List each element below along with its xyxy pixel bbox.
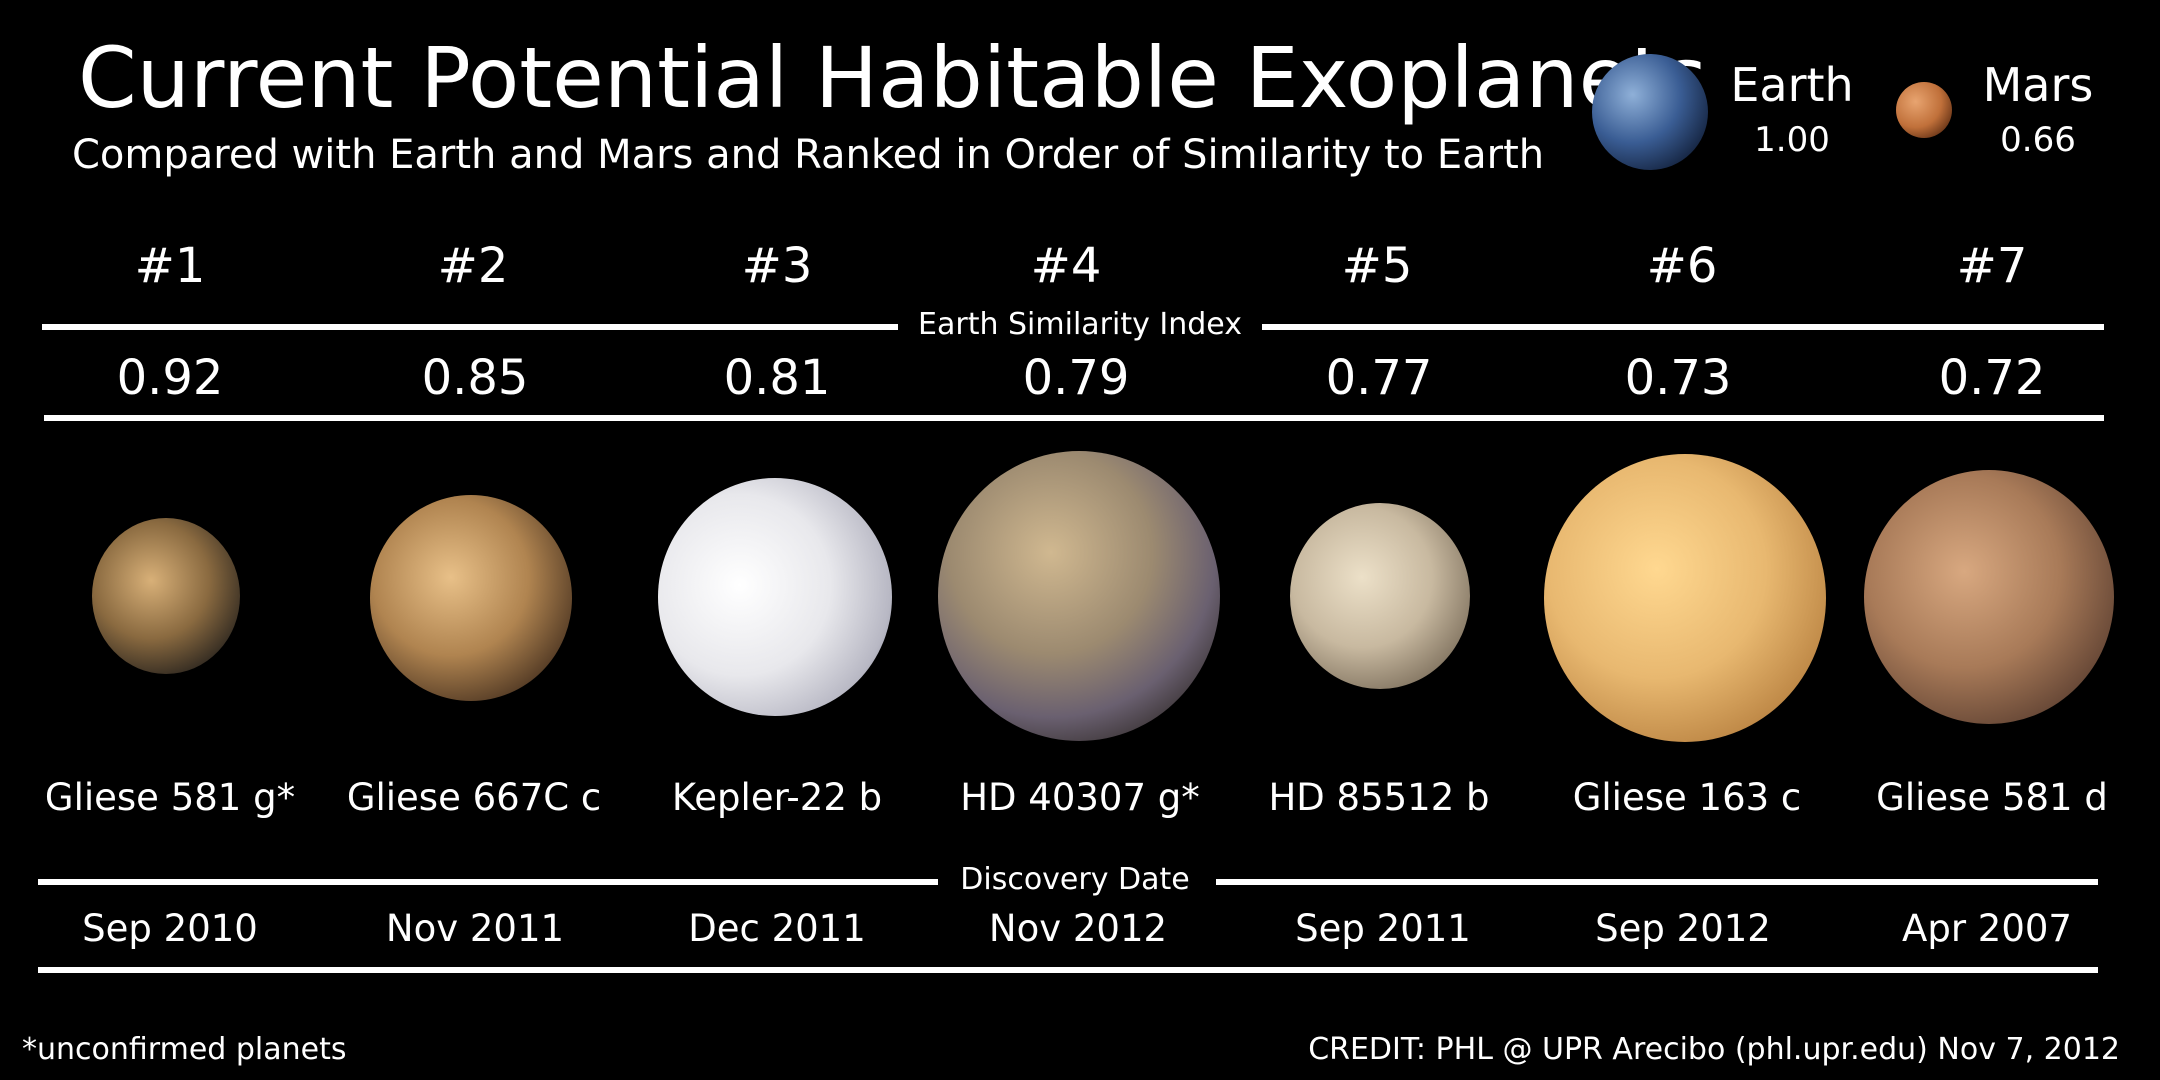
earth-image <box>1592 54 1708 170</box>
footnote: *unconfirmed planets <box>22 1032 347 1067</box>
date-rule-right <box>1216 879 2098 885</box>
date-value-3: Dec 2011 <box>688 907 866 950</box>
date-value-2: Nov 2011 <box>385 907 565 950</box>
rank-5: #5 <box>1341 238 1413 294</box>
esi-value-7: 0.72 <box>1938 350 2046 406</box>
esi-rule-bottom <box>44 415 2104 421</box>
mars-esi: 0.66 <box>2000 120 2076 160</box>
planet-name-6: Gliese 163 c <box>1572 776 1802 819</box>
planet-name-7: Gliese 581 d <box>1876 776 2108 819</box>
mars-label: Mars <box>1982 58 2094 112</box>
planet-image-7 <box>1864 470 2114 724</box>
esi-label: Earth Similarity Index <box>918 307 1242 342</box>
date-value-4: Nov 2012 <box>988 907 1168 950</box>
date-value-7: Apr 2007 <box>1902 907 2072 950</box>
rank-1: #1 <box>134 238 206 294</box>
planet-name-5: HD 85512 b <box>1268 776 1490 819</box>
planet-name-1: Gliese 581 g* <box>44 776 296 819</box>
esi-value-2: 0.85 <box>421 350 529 406</box>
page-subtitle: Compared with Earth and Mars and Ranked … <box>72 132 1545 178</box>
planet-name-4: HD 40307 g* <box>960 776 1200 819</box>
page-title: Current Potential Habitable Exoplanets <box>78 29 1707 127</box>
esi-rule-left <box>42 324 898 330</box>
planet-name-3: Kepler-22 b <box>671 776 883 819</box>
planet-image-1 <box>92 518 240 674</box>
esi-rule-right <box>1262 324 2104 330</box>
earth-label: Earth <box>1730 58 1854 112</box>
rank-4: #4 <box>1030 238 1102 294</box>
planet-image-4 <box>938 451 1220 741</box>
esi-value-1: 0.92 <box>116 350 224 406</box>
planet-image-6 <box>1544 454 1826 742</box>
date-value-6: Sep 2012 <box>1595 907 1771 950</box>
rank-6: #6 <box>1646 238 1718 294</box>
planet-image-3 <box>658 478 892 716</box>
planet-image-2 <box>370 495 572 701</box>
date-rule-left <box>38 879 938 885</box>
planet-name-2: Gliese 667C c <box>346 776 602 819</box>
esi-value-5: 0.77 <box>1325 350 1433 406</box>
rank-3: #3 <box>741 238 813 294</box>
date-label: Discovery Date <box>960 862 1190 897</box>
credit: CREDIT: PHL @ UPR Arecibo (phl.upr.edu) … <box>1308 1032 2120 1067</box>
rank-2: #2 <box>437 238 509 294</box>
esi-value-6: 0.73 <box>1624 350 1732 406</box>
date-value-5: Sep 2011 <box>1295 907 1471 950</box>
esi-value-4: 0.79 <box>1022 350 1130 406</box>
rank-7: #7 <box>1956 238 2028 294</box>
date-value-1: Sep 2010 <box>82 907 258 950</box>
planet-image-5 <box>1290 503 1470 689</box>
date-rule-bottom <box>38 967 2098 973</box>
earth-esi: 1.00 <box>1754 120 1830 160</box>
esi-value-3: 0.81 <box>723 350 831 406</box>
mars-image <box>1896 82 1952 138</box>
